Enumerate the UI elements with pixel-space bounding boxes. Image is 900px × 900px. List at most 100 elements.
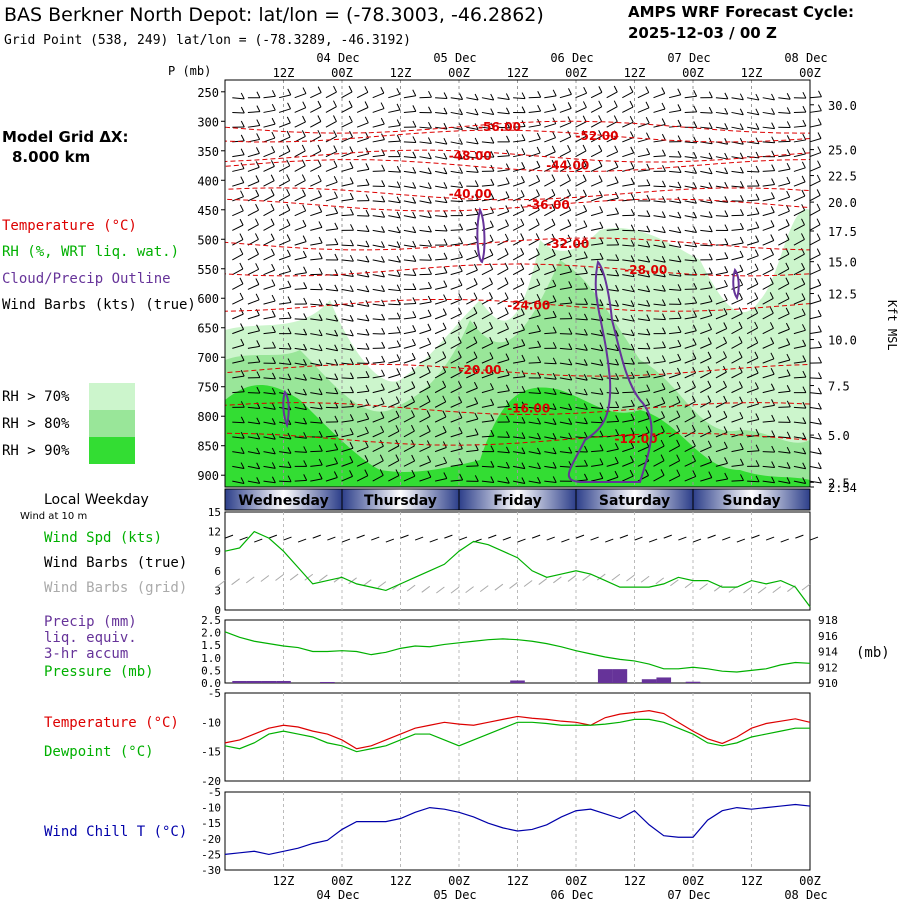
wind-barb-flag — [568, 312, 573, 319]
rh90-label: RH > 90% — [2, 443, 70, 459]
wind-barb — [637, 153, 650, 158]
wind-barb — [684, 95, 697, 99]
wind-barb — [746, 241, 759, 246]
wind-barb-flag — [552, 89, 557, 97]
wind-barb — [294, 333, 307, 336]
wind-barb-flag — [707, 395, 712, 402]
wind-barb-flag — [785, 262, 790, 270]
wind-barb — [606, 136, 618, 143]
time-axes: 12Z12Z00Z00Z12Z12Z00Z00Z12Z12Z00Z00Z12Z1… — [273, 51, 828, 900]
wind-barb — [793, 465, 806, 470]
wind-barb-flag — [412, 338, 416, 346]
wind-barb — [731, 170, 744, 174]
wind-barb-flag — [350, 239, 354, 247]
wind-barb-flag — [535, 203, 540, 211]
wind-barb-flag — [552, 447, 557, 455]
wind-barb — [700, 244, 713, 247]
wind-barb — [606, 274, 619, 277]
wind-barb — [481, 419, 494, 423]
wind-barb — [232, 360, 245, 364]
wind-barb-flag — [396, 368, 401, 375]
wind-barb — [528, 451, 541, 455]
wind-barb-flag — [551, 159, 556, 167]
wind-barb-flag — [521, 339, 526, 346]
wind-barb-flag — [754, 249, 759, 256]
wind-barb-flag — [303, 417, 308, 425]
wind-barb — [232, 111, 245, 114]
wind-barb — [247, 268, 259, 276]
panel-tick-label: 2.0 — [201, 627, 221, 640]
wind-barb-flag — [723, 380, 727, 388]
wind-barb — [434, 431, 447, 438]
wind-barb-flag — [583, 86, 588, 94]
wind-barb — [684, 185, 697, 189]
wind-barb-flag — [739, 123, 744, 130]
wind-barb — [263, 331, 276, 335]
precip-bar — [597, 669, 613, 683]
top-hour-label: 12Z — [390, 66, 412, 80]
wind-barb-flag — [754, 336, 759, 344]
wind-barb-flag — [380, 117, 385, 125]
true-wind-barb — [414, 536, 424, 541]
wind-barb-flag — [708, 471, 713, 478]
wind-barb-flag — [240, 477, 245, 484]
wind-barb — [294, 392, 307, 396]
wind-barb — [294, 165, 306, 172]
wind-barb — [450, 284, 463, 290]
wind-barb — [528, 138, 541, 143]
wind-barb — [419, 244, 432, 247]
wind-barb-flag — [239, 247, 244, 255]
wind-barb — [325, 406, 338, 409]
wind-barb-flag — [286, 174, 291, 181]
wind-barb-flag — [521, 162, 526, 169]
wind-barb — [606, 476, 619, 482]
wind-barb-flag — [598, 175, 603, 182]
wind-barb — [809, 480, 822, 484]
wind-barb-flag — [396, 326, 401, 333]
wind-barb-flag — [443, 252, 448, 260]
wind-speed-label: Wind Spd (kts) — [44, 530, 162, 546]
wind-barb — [419, 301, 432, 305]
wind-barb-flag — [334, 222, 339, 230]
wind-barb-flag — [349, 329, 354, 337]
wind-barb-flag — [490, 429, 495, 437]
isotherm-line — [224, 149, 811, 165]
wind-barb-flag — [786, 446, 791, 454]
weekday-name: Sunday — [722, 493, 780, 509]
wind-barb — [746, 269, 759, 276]
wind-barb — [481, 342, 493, 349]
wind-barb — [372, 92, 385, 99]
precip-bar — [276, 680, 291, 683]
wind-barb — [544, 377, 557, 380]
wind-barb — [606, 197, 619, 202]
wind-barb — [793, 195, 806, 202]
wind-barb — [388, 170, 401, 173]
wind-barb — [356, 446, 369, 453]
bottom-date-label: 07 Dec — [667, 888, 710, 900]
wind-barb-flag — [771, 192, 775, 199]
wind-barb-flag — [271, 418, 276, 425]
wind-barb-flag — [505, 353, 510, 360]
grid-wind-barb — [406, 584, 416, 592]
true-wind-barb — [224, 534, 234, 539]
wind-barb — [778, 268, 790, 276]
wind-barb-flag — [473, 306, 478, 314]
wind-barb — [450, 141, 463, 145]
wind-barb-flag — [272, 372, 276, 380]
wind-barb-flag — [739, 166, 744, 174]
wind-barb-flag — [615, 269, 620, 277]
grid-wind-barb — [596, 573, 606, 581]
wind-barb-flag — [551, 218, 556, 226]
wind-barb-flag — [381, 299, 386, 307]
wind-barb — [434, 300, 447, 305]
wind-barb-flag — [786, 462, 791, 469]
wind-barb — [809, 436, 822, 440]
wind-barb-flag — [256, 371, 261, 378]
wind-barb-flag — [459, 93, 464, 100]
wind-barb — [637, 244, 650, 248]
wind-barb — [357, 229, 370, 233]
wind-barb-flag — [599, 344, 604, 351]
wind-barb — [731, 126, 744, 131]
wind-barb-flag — [537, 387, 542, 394]
wind-barb-flag — [786, 416, 791, 423]
